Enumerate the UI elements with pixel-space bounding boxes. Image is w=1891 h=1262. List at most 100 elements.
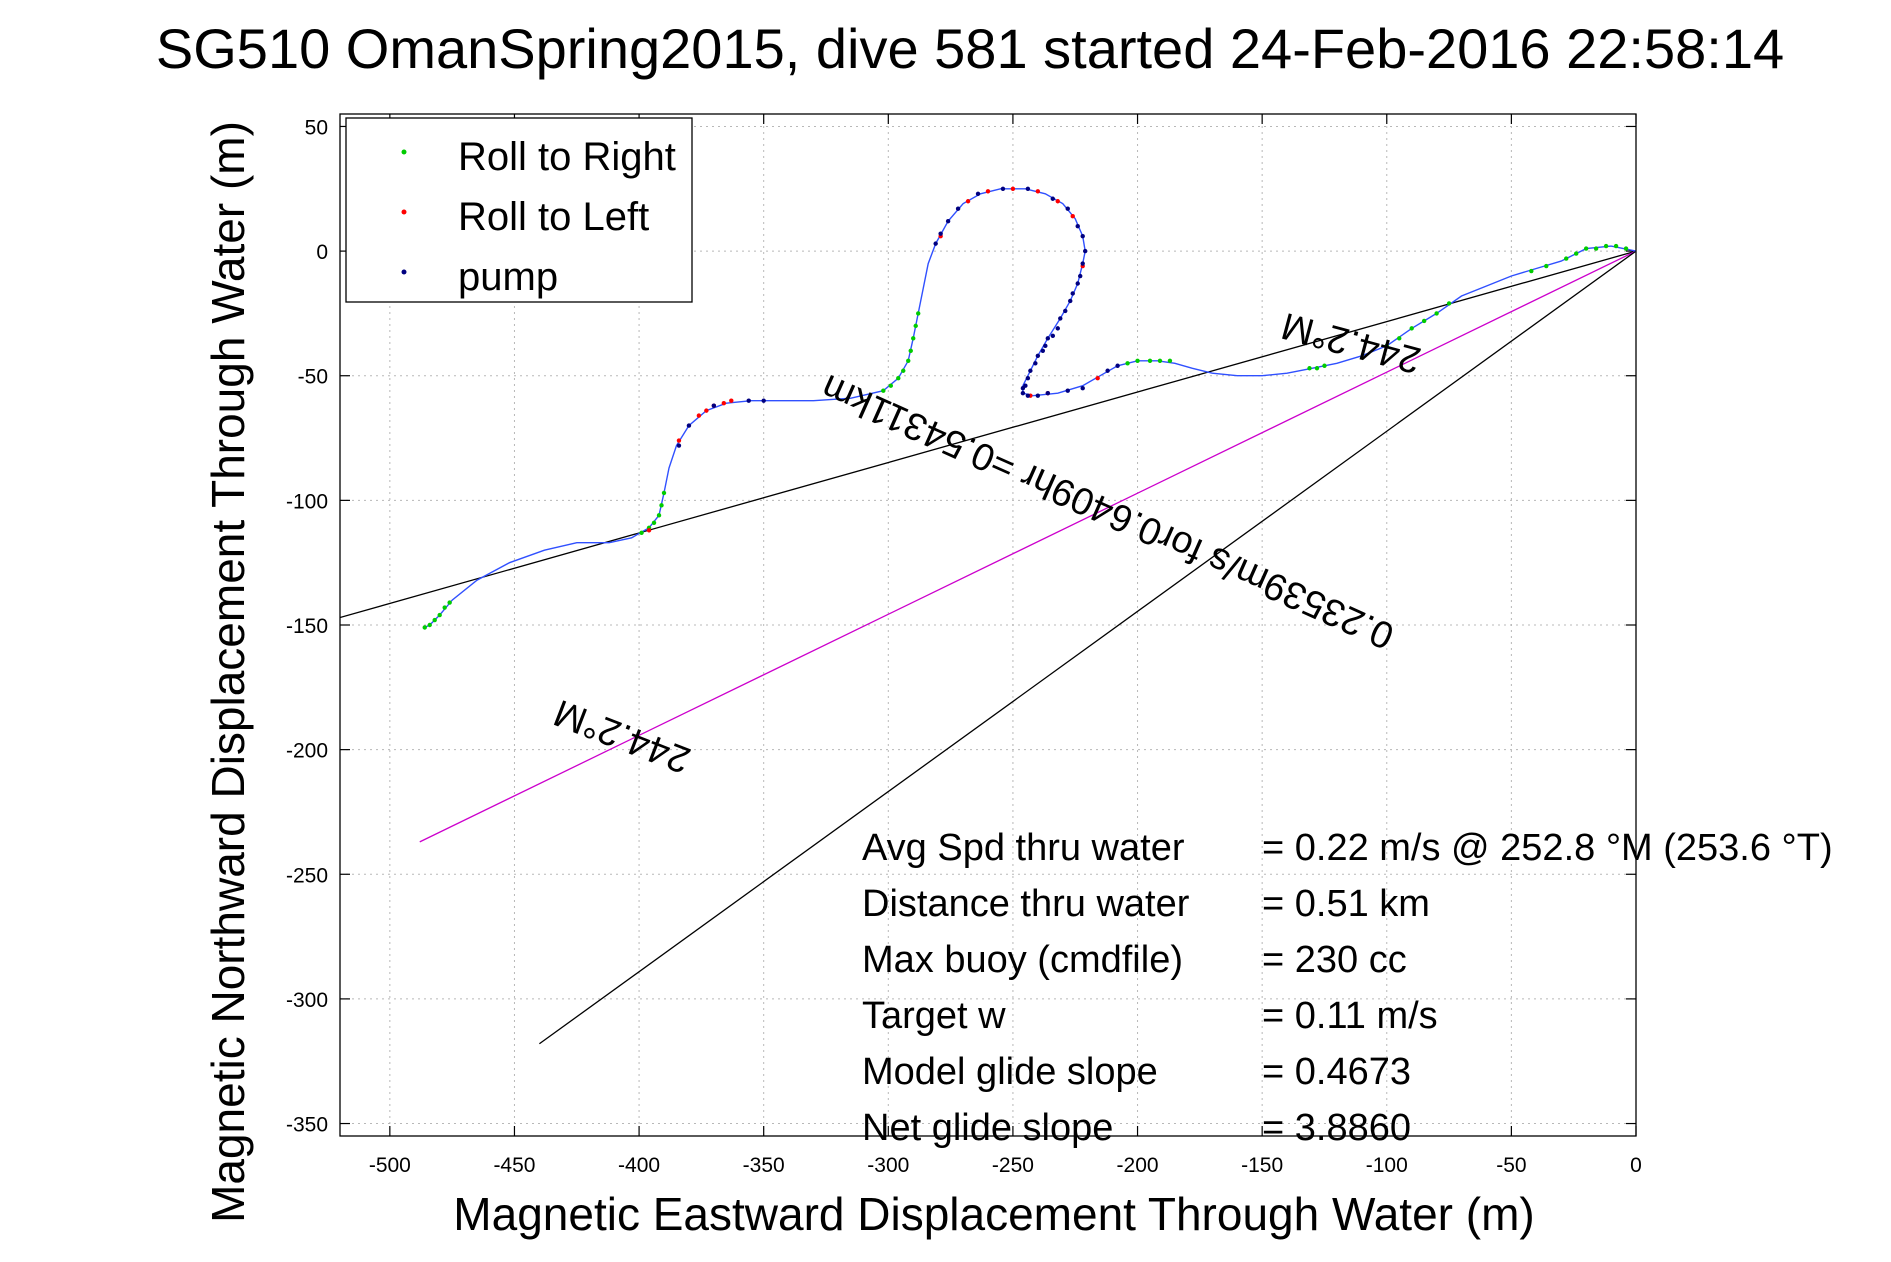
roll-right-point [911, 336, 916, 341]
pump-point [1075, 223, 1080, 229]
legend-marker [401, 149, 407, 155]
pump-point [1033, 361, 1038, 366]
stats-panel: Avg Spd thru water = 0.22 m/s @ 252.8 °M … [862, 827, 1833, 1149]
pump-point [746, 398, 751, 403]
roll-left-point [729, 398, 734, 403]
pump-point [711, 403, 717, 408]
stat-label: Distance thru water [862, 883, 1190, 925]
roll-right-point [1603, 243, 1609, 249]
roll-right-point [908, 348, 913, 354]
pump-point [1025, 376, 1031, 381]
roll-right-point [661, 490, 667, 496]
x-tick-label: -400 [618, 1154, 660, 1177]
roll-left-point [696, 413, 702, 418]
pump-point [1058, 316, 1063, 321]
pump-point [1080, 385, 1085, 391]
roll-left-point [1070, 214, 1075, 219]
pump-series [676, 186, 1120, 448]
roll-right-point [442, 605, 447, 610]
roll-right-point [1564, 256, 1569, 261]
stat-label: Target w [862, 995, 1006, 1037]
pump-point [1045, 336, 1051, 341]
roll-right-point [1529, 268, 1534, 274]
y-tick-label: -350 [286, 1114, 328, 1137]
pump-point [1000, 186, 1006, 191]
roll-right-point [427, 622, 432, 628]
stat-value: = 0.51 km [1262, 883, 1430, 925]
pump-point [975, 191, 981, 196]
pump-point [1080, 233, 1085, 239]
legend: Roll to Right Roll to Left pump [345, 117, 693, 303]
roll-right-point [1384, 343, 1389, 349]
roll-left-point [721, 400, 727, 406]
roll-right-point [1593, 246, 1599, 251]
pump-point [1065, 206, 1070, 211]
roll-right-point [1409, 326, 1414, 331]
roll-left-point [965, 199, 971, 204]
pump-point [955, 206, 961, 211]
pump-point [945, 218, 951, 224]
plot-frame [339, 113, 1637, 1137]
pump-point [1055, 326, 1060, 331]
roll-right-point [447, 600, 452, 605]
roll-left-point [676, 438, 682, 443]
roll-right-point [1125, 361, 1130, 366]
legend-entry-label: Roll to Right [458, 135, 676, 179]
y-axis-label: Magnetic Northward Displacement Through … [202, 121, 254, 1223]
x-tick-label: -250 [992, 1154, 1034, 1177]
stat-value: = 230 cc [1262, 939, 1407, 981]
x-tick-label: -450 [493, 1154, 535, 1177]
roll-right-point [1397, 336, 1402, 341]
roll-right-point [916, 311, 921, 316]
roll-right-point [1421, 318, 1427, 324]
legend-entry-label: pump [458, 255, 558, 299]
pump-point [1035, 393, 1041, 398]
x-tick-label: 0 [1630, 1154, 1642, 1177]
roll-right-point [651, 520, 657, 525]
x-tick-label: -100 [1366, 1154, 1408, 1177]
x-tick-label: -300 [867, 1154, 909, 1177]
roll-left-point [704, 408, 709, 413]
x-tick-label: -50 [1496, 1154, 1526, 1177]
x-tick-label: -350 [743, 1154, 785, 1177]
pump-point [1068, 298, 1073, 304]
pump-point [1020, 385, 1026, 391]
roll-right-point [901, 368, 906, 373]
roll-right-point [1322, 363, 1327, 368]
pump-point [1025, 186, 1031, 191]
y-tick-label: 50 [305, 116, 328, 139]
stat-label: Net glide slope [862, 1107, 1113, 1149]
pump-point [1050, 333, 1056, 339]
pump-point [1050, 196, 1056, 201]
roll-right-point [1167, 358, 1173, 363]
pump-point [1028, 368, 1033, 373]
roll-right-point [888, 383, 893, 388]
heading-line-mean [419, 250, 1636, 843]
data-layer [340, 186, 1636, 1045]
roll-right-point [437, 612, 442, 618]
x-axis-label: Magnetic Eastward Displacement Through W… [453, 1188, 1534, 1240]
pump-point [1083, 248, 1088, 254]
pump-point [1105, 368, 1110, 373]
pump-point [1040, 348, 1046, 354]
stat-value: = 0.4673 [1262, 1051, 1411, 1093]
roll-right-point [1157, 358, 1163, 363]
roll-right-point [1147, 358, 1153, 363]
y-tick-label: -250 [286, 864, 328, 887]
pump-point [1080, 261, 1085, 266]
y-tick-label: -100 [286, 490, 328, 513]
y-tick-label: -200 [286, 740, 328, 763]
pump-point [761, 398, 766, 403]
stat-label: Avg Spd thru water [862, 827, 1185, 869]
roll-right-point [1623, 246, 1629, 251]
roll-right-series [422, 243, 1629, 630]
pump-point [1075, 281, 1080, 286]
pump-point [1063, 308, 1068, 314]
y-tick-label: -300 [286, 989, 328, 1012]
pump-point [686, 423, 692, 428]
roll-right-point [896, 376, 901, 381]
roll-left-point [1035, 189, 1041, 194]
roll-right-point [1434, 311, 1439, 316]
roll-left-point [985, 189, 991, 194]
